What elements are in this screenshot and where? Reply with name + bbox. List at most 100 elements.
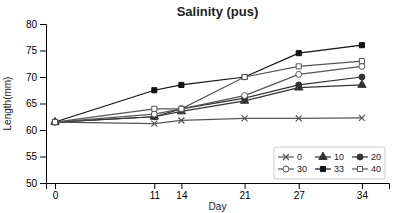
legend-item: 10: [315, 152, 344, 162]
data-point: [179, 106, 184, 111]
data-point: [52, 119, 58, 125]
marker-group: [177, 107, 185, 114]
legend: 01020303340: [274, 147, 385, 179]
data-point: [358, 80, 366, 87]
x-tick: 14: [176, 183, 188, 201]
legend-item: 30: [278, 164, 307, 174]
data-point: [151, 121, 157, 127]
x-tick-label: 14: [176, 190, 188, 201]
marker-group: [359, 63, 365, 69]
series-line: [55, 77, 362, 122]
data-point: [52, 120, 57, 125]
x-tick-label: 21: [240, 190, 252, 201]
legend-marker: [283, 166, 289, 172]
data-point: [51, 117, 59, 124]
y-axis-line: [40, 25, 47, 184]
data-point: [177, 107, 185, 114]
data-point: [295, 83, 303, 90]
marker-group: [52, 119, 58, 125]
x-axis-line: [47, 184, 390, 190]
y-tick-mark: [40, 157, 46, 158]
x-tick: 0: [53, 183, 59, 201]
marker-group: [296, 71, 302, 77]
marker-group: [296, 51, 301, 56]
x-tick-mark: [362, 183, 363, 189]
marker-group: [51, 117, 59, 124]
data-point: [179, 82, 184, 87]
legend-item: 40: [352, 164, 381, 174]
data-point: [52, 119, 58, 125]
marker-group: [296, 64, 301, 69]
marker-group: [178, 117, 184, 123]
x-tick: 27: [294, 183, 306, 201]
x-tick-label: 27: [294, 190, 306, 201]
x-tick-mark: [245, 183, 246, 189]
marker-group: [296, 82, 302, 88]
marker-group: [359, 74, 365, 80]
data-point: [178, 106, 184, 112]
marker-group: [295, 83, 303, 90]
y-tick-mark: [40, 24, 46, 25]
series: [52, 43, 364, 125]
x-tick: 34: [357, 183, 369, 201]
y-tick-label: 80: [26, 19, 38, 30]
marker-group: [359, 59, 364, 64]
series-line: [55, 66, 362, 122]
marker-group: [152, 88, 157, 93]
plot-area: 011142127345055606570758001020303340: [26, 19, 390, 201]
series: [52, 59, 364, 125]
legend-label: 40: [371, 164, 381, 174]
x-tick-mark: [154, 183, 155, 189]
y-tick-mark: [40, 77, 46, 78]
data-point: [178, 117, 184, 123]
x-tick: 21: [240, 183, 252, 201]
legend-marker-group: [320, 166, 325, 171]
y-tick: 75: [26, 45, 46, 56]
data-point: [152, 106, 157, 111]
marker-group: [52, 119, 58, 125]
data-point: [296, 82, 302, 88]
legend-marker: [283, 154, 289, 160]
y-tick-mark: [40, 130, 46, 131]
marker-group: [52, 119, 58, 125]
data-point: [359, 59, 364, 64]
legend-marker-group: [283, 166, 289, 172]
marker-group: [242, 115, 248, 121]
marker-group: [359, 115, 365, 121]
chart: 011142127345055606570758001020303340Sali…: [0, 0, 401, 213]
data-point: [152, 88, 157, 93]
y-tick-label: 60: [26, 125, 38, 136]
legend-label: 0: [297, 152, 302, 162]
data-point: [296, 64, 301, 69]
legend-label: 30: [297, 164, 307, 174]
y-tick: 55: [26, 151, 46, 162]
data-point: [296, 51, 301, 56]
marker-group: [242, 74, 247, 79]
data-point: [151, 111, 157, 117]
data-point: [359, 74, 365, 80]
data-point: [296, 71, 302, 77]
y-tick-label: 70: [26, 72, 38, 83]
marker-group: [151, 111, 157, 117]
y-tick: 70: [26, 72, 46, 83]
series-line: [55, 61, 362, 122]
legend-marker-group: [319, 152, 327, 159]
y-tick-label: 65: [26, 98, 38, 109]
legend-item: 20: [352, 152, 381, 162]
marker-group: [359, 43, 364, 48]
y-axis: 50556065707580: [26, 19, 47, 189]
y-axis-title: Length(mm): [2, 77, 13, 131]
legend-marker: [357, 166, 362, 171]
x-tick: 11: [150, 183, 161, 201]
y-tick: 60: [26, 125, 46, 136]
series-group: [51, 43, 366, 127]
marker-group: [52, 120, 57, 125]
data-point: [242, 74, 247, 79]
data-point: [296, 115, 302, 121]
y-tick-label: 75: [26, 45, 38, 56]
x-axis-title: Day: [209, 201, 227, 212]
legend-marker: [320, 166, 325, 171]
legend-marker-group: [283, 154, 289, 160]
data-point: [242, 115, 248, 121]
legend-label: 20: [371, 152, 381, 162]
